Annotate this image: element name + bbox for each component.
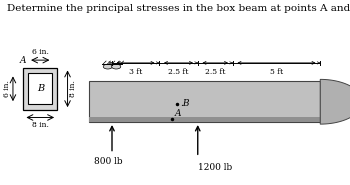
Text: .B: .B <box>180 99 190 108</box>
Text: 8 in.: 8 in. <box>69 80 77 97</box>
Bar <box>89 81 320 122</box>
Text: Determine the principal stresses in the box beam at points A and B.: Determine the principal stresses in the … <box>7 4 350 13</box>
Text: 6 in.: 6 in. <box>3 80 11 97</box>
Polygon shape <box>320 79 350 124</box>
Text: A: A <box>175 109 182 118</box>
Polygon shape <box>28 73 52 104</box>
Text: 1200 lb: 1200 lb <box>198 163 232 172</box>
Text: 3 ft: 3 ft <box>129 68 142 76</box>
Text: B: B <box>37 84 44 93</box>
Text: 8 in.: 8 in. <box>32 121 49 129</box>
Text: 5 ft: 5 ft <box>270 68 283 76</box>
Text: 2.5 ft: 2.5 ft <box>205 68 225 76</box>
Circle shape <box>103 64 112 69</box>
Polygon shape <box>23 68 57 110</box>
Text: 6 in.: 6 in. <box>32 48 49 56</box>
Text: 800 lb: 800 lb <box>94 157 123 166</box>
Bar <box>89 117 320 122</box>
Text: 2.5 ft: 2.5 ft <box>168 68 189 76</box>
Text: A: A <box>20 56 26 65</box>
Circle shape <box>112 64 121 69</box>
Bar <box>89 120 320 122</box>
